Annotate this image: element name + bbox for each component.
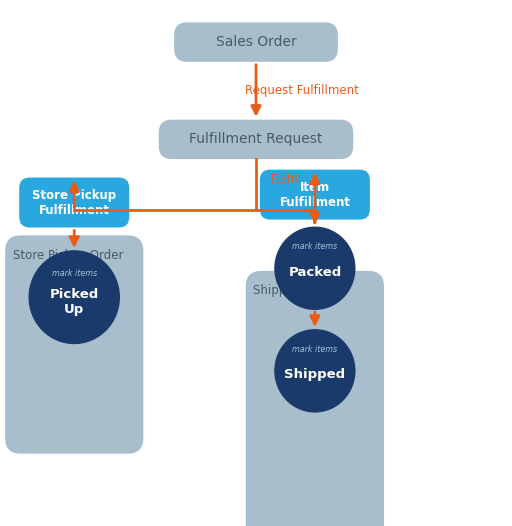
Circle shape [275, 227, 355, 309]
FancyBboxPatch shape [19, 178, 129, 227]
FancyBboxPatch shape [246, 271, 384, 526]
FancyBboxPatch shape [5, 236, 143, 453]
FancyBboxPatch shape [260, 169, 370, 220]
Text: Shipped: Shipped [284, 368, 346, 381]
Text: mark items: mark items [52, 269, 97, 278]
Text: mark items: mark items [292, 345, 337, 354]
Text: Shipping Order: Shipping Order [253, 284, 343, 297]
Circle shape [29, 251, 119, 343]
Text: Packed: Packed [288, 266, 342, 279]
Circle shape [275, 330, 355, 412]
Text: Sales Order: Sales Order [216, 35, 296, 49]
Text: Store Pickup
Fulfillment: Store Pickup Fulfillment [32, 188, 116, 217]
Text: Fulfill: Fulfill [271, 173, 302, 186]
Text: mark items: mark items [292, 242, 337, 251]
Text: Store Pickup Order: Store Pickup Order [13, 249, 123, 261]
Text: Fulfillment Request: Fulfillment Request [189, 133, 323, 146]
Text: Item
Fulfillment: Item Fulfillment [280, 180, 350, 209]
Text: Request Fulfillment: Request Fulfillment [245, 84, 359, 97]
Text: Picked
Up: Picked Up [50, 288, 99, 316]
FancyBboxPatch shape [174, 23, 338, 62]
FancyBboxPatch shape [159, 120, 353, 159]
